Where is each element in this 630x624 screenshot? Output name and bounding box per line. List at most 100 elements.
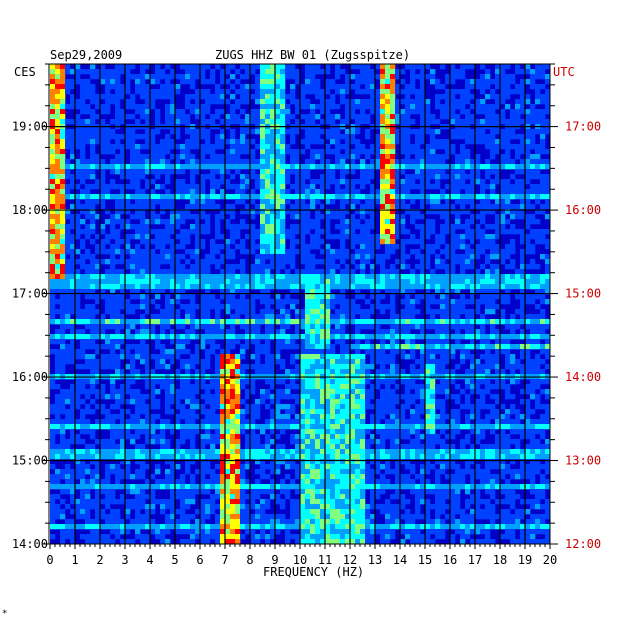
heatmap-cell [220,324,226,330]
heatmap-cell [330,269,336,275]
heatmap-cell [140,79,146,85]
heatmap-cell [75,349,81,355]
heatmap-cell [75,204,81,210]
heatmap-cell [325,64,331,70]
heatmap-cell [145,379,151,385]
heatmap-cell [415,154,421,160]
heatmap-cell [130,289,136,295]
heatmap-cell [265,189,271,195]
heatmap-cell [230,174,236,180]
heatmap-cell [410,269,416,275]
heatmap-cell [150,384,156,390]
heatmap-cell [175,319,181,325]
heatmap-cell [520,164,526,170]
heatmap-cell [420,179,426,185]
heatmap-cell [270,159,276,165]
heatmap-cell [295,204,301,210]
heatmap-cell [120,349,126,355]
heatmap-cell [450,229,456,235]
heatmap-cell [370,309,376,315]
heatmap-cell [255,174,261,180]
heatmap-cell [260,349,266,355]
heatmap-cell [155,164,161,170]
heatmap-cell [520,264,526,270]
heatmap-cell [485,349,491,355]
heatmap-cell [330,169,336,175]
heatmap-cell [375,369,381,375]
heatmap-cell [215,89,221,95]
heatmap-cell [90,229,96,235]
heatmap-cell [295,274,301,280]
heatmap-cell [505,184,511,190]
heatmap-cell [325,179,331,185]
heatmap-cell [175,224,181,230]
heatmap-cell [55,169,61,175]
heatmap-cell [475,254,481,260]
heatmap-cell [475,234,481,240]
heatmap-cell [500,89,506,95]
heatmap-cell [125,364,131,370]
heatmap-cell [195,99,201,105]
heatmap-cell [85,104,91,110]
heatmap-cell [185,359,191,365]
heatmap-cell [60,309,66,315]
heatmap-cell [470,239,476,245]
heatmap-cell [345,379,351,385]
heatmap-cell [475,269,481,275]
heatmap-cell [265,249,271,255]
heatmap-cell [195,114,201,120]
heatmap-cell [360,179,366,185]
heatmap-cell [360,69,366,75]
heatmap-cell [265,284,271,290]
heatmap-cell [340,169,346,175]
heatmap-cell [150,144,156,150]
heatmap-cell [485,199,491,205]
heatmap-cell [460,104,466,110]
heatmap-cell [250,94,256,100]
heatmap-cell [190,174,196,180]
heatmap-cell [310,149,316,155]
heatmap-cell [320,239,326,245]
heatmap-cell [505,339,511,345]
heatmap-cell [125,239,131,245]
heatmap-cell [185,69,191,75]
heatmap-cell [185,204,191,210]
heatmap-cell [425,179,431,185]
heatmap-cell [360,344,366,350]
heatmap-cell [235,119,241,125]
heatmap-cell [260,234,266,240]
heatmap-cell [205,389,211,395]
heatmap-cell [130,359,136,365]
heatmap-cell [270,89,276,95]
heatmap-cell [160,89,166,95]
heatmap-cell [110,359,116,365]
heatmap-cell [500,164,506,170]
heatmap-cell [475,249,481,255]
heatmap-cell [265,324,271,330]
heatmap-cell [365,349,371,355]
heatmap-cell [235,379,241,385]
heatmap-cell [420,189,426,195]
heatmap-cell [470,79,476,85]
heatmap-cell [495,204,501,210]
heatmap-cell [120,339,126,345]
heatmap-cell [465,219,471,225]
heatmap-cell [480,119,486,125]
heatmap-cell [235,99,241,105]
heatmap-cell [270,264,276,270]
heatmap-cell [210,244,216,250]
heatmap-cell [490,149,496,155]
heatmap-cell [445,384,451,390]
heatmap-cell [320,174,326,180]
heatmap-cell [500,199,506,205]
heatmap-cell [160,349,166,355]
heatmap-cell [275,164,281,170]
heatmap-cell [85,164,91,170]
heatmap-cell [280,199,286,205]
heatmap-cell [440,264,446,270]
heatmap-cell [270,64,276,70]
heatmap-cell [155,354,161,360]
heatmap-cell [345,284,351,290]
heatmap-cell [495,69,501,75]
heatmap-cell [515,89,521,95]
